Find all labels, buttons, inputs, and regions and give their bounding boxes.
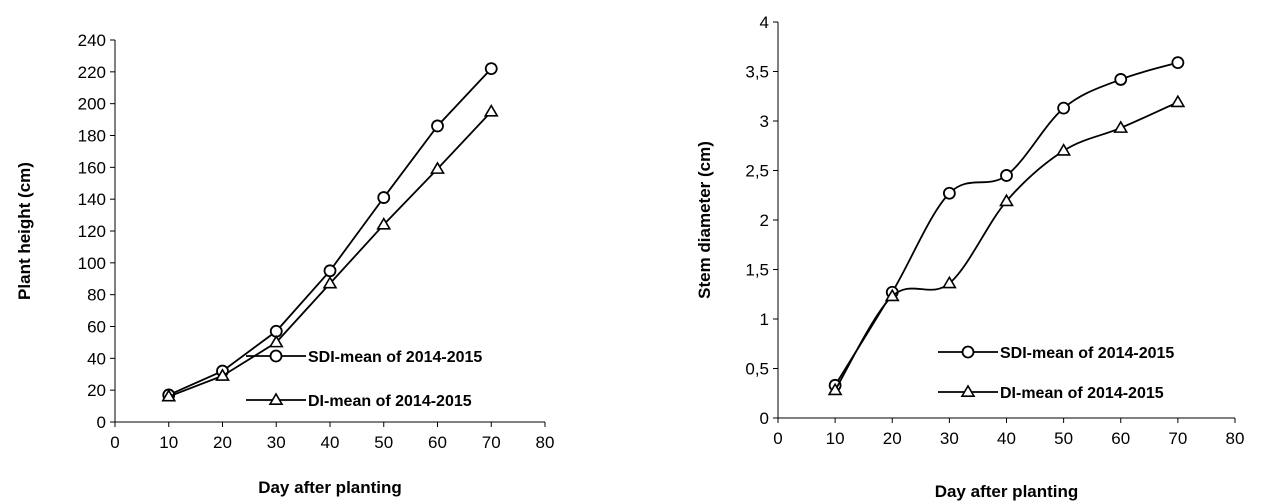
y-tick-label: 4 [760,13,769,32]
y-tick-label: 160 [78,158,106,177]
x-axis-title: Day after planting [935,482,1079,501]
x-tick-label: 40 [997,429,1016,448]
legend-circle-marker [961,345,975,359]
x-tick-label: 80 [536,433,555,452]
triangle-data-point [827,382,843,396]
legend-triangle-marker [268,392,284,406]
circle-data-point [431,119,444,133]
y-tick-label: 80 [87,286,106,305]
circle-data-point [1171,56,1185,69]
x-tick-label: 40 [321,433,340,452]
triangle-data-point [941,275,957,289]
legend-label: SDI-mean of 2014-2015 [1000,345,1174,362]
x-tick-label: 50 [1054,429,1073,448]
triangle-data-point [884,288,900,302]
legend-label: DI-mean of 2014-2015 [308,393,472,410]
y-tick-label: 220 [78,63,106,82]
circle-data-point [942,186,956,200]
circle-data-point [1057,101,1071,115]
legend-entry: DI-mean of 2014-2015 [938,384,1164,402]
x-tick-label: 30 [940,429,959,448]
plant-height-chart: 0 20 40 60 80 100 120 140 160 180 200 220 240 0 10 20 30… [15,31,554,497]
x-tick-label: 50 [374,433,393,452]
legend-entry: SDI-mean of 2014-2015 [246,349,482,366]
triangle-data-point [161,388,177,402]
x-tick-label: 80 [1226,429,1245,448]
x-tick-label: 10 [826,429,845,448]
y-tick-label: 3,5 [745,63,769,82]
series-line [168,68,492,396]
x-tick-label: 60 [428,433,447,452]
y-tick-label: 3 [760,112,769,131]
y-tick-label: 1,5 [745,261,769,280]
y-tick-label: 140 [78,190,106,209]
legend-entry: SDI-mean of 2014-2015 [938,345,1174,362]
x-tick-label: 60 [1111,429,1130,448]
triangle-data-point [376,217,392,230]
y-tick-label: 180 [78,127,106,146]
x-tick-label: 30 [267,433,286,452]
triangle-data-point [215,368,230,381]
y-tick-label: 100 [78,254,106,273]
y-tick-label: 1 [760,310,769,329]
x-tick-label: 0 [110,433,119,452]
y-tick-label: 20 [87,381,106,400]
y-tick-label: 0,5 [745,360,769,379]
triangle-data-point [1170,94,1186,108]
y-axis-title: Stem diameter (cm) [695,141,714,299]
circle-data-point [323,264,337,278]
y-tick-label: 0 [97,413,106,432]
circle-data-point [1000,169,1013,182]
series-di [161,104,499,402]
legend-circle-marker [269,349,283,363]
x-tick-label: 0 [773,429,782,448]
legend-triangle-marker [960,384,976,398]
y-tick-label: 40 [87,349,106,368]
y-tick-label: 60 [87,318,106,337]
triangle-data-point [322,275,338,289]
y-tick-label: 120 [78,222,106,241]
y-tick-label: 240 [78,31,106,50]
x-tick-label: 20 [213,433,232,452]
triangle-data-point [1113,120,1129,133]
y-tick-label: 0 [760,409,769,428]
series-di [827,94,1186,396]
triangle-data-point [268,334,284,348]
triangle-data-point [999,193,1014,207]
y-tick-label: 2 [760,211,769,230]
triangle-data-point [1056,143,1072,156]
y-axis-title: Plant height (cm) [15,162,34,300]
x-tick-label: 70 [482,433,501,452]
circle-data-point [377,191,391,204]
y-tick-label: 200 [78,95,106,114]
x-tick-label: 10 [159,433,178,452]
legend-label: SDI-mean of 2014-2015 [308,349,482,366]
legend-entry: DI-mean of 2014-2015 [246,392,472,410]
triangle-data-point [483,104,499,117]
legend-label: DI-mean of 2014-2015 [1000,385,1164,402]
x-tick-label: 20 [883,429,902,448]
series-line [834,61,1179,386]
x-axis-title: Day after planting [258,478,402,497]
x-tick-label: 70 [1168,429,1187,448]
series-sdi [828,56,1185,392]
circle-data-point [1114,73,1128,86]
triangle-data-point [430,161,445,174]
circle-data-point [484,62,498,76]
y-tick-label: 2,5 [745,162,769,181]
